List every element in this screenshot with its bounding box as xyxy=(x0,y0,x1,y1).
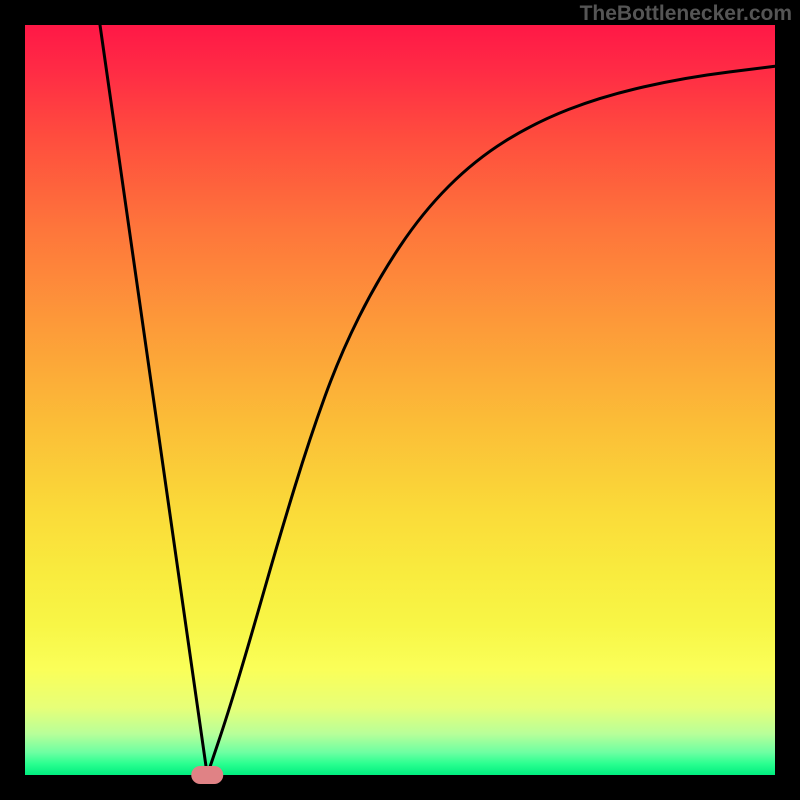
watermark-text: TheBottlenecker.com xyxy=(580,2,792,26)
chart-svg xyxy=(0,0,800,800)
chart-container: TheBottlenecker.com xyxy=(0,0,800,800)
minimum-marker xyxy=(191,766,223,784)
plot-background xyxy=(25,25,775,775)
